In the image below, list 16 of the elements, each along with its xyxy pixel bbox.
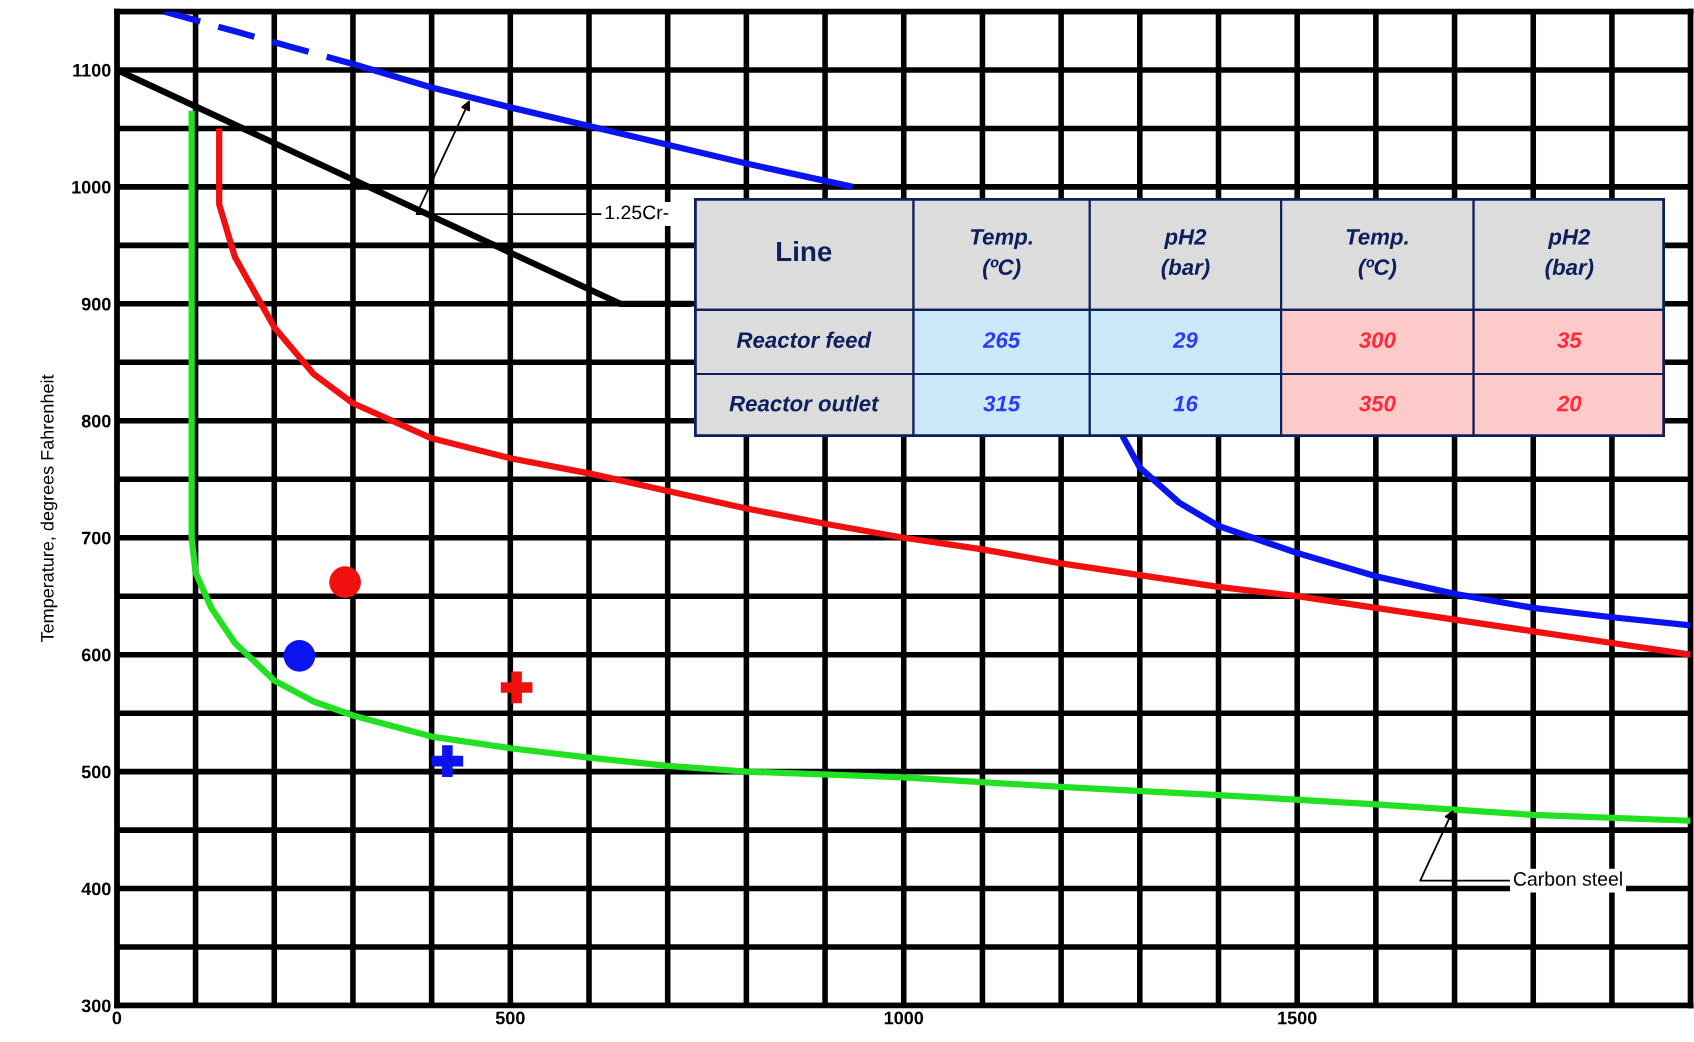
x-tick-label: 1500 bbox=[1278, 1011, 1317, 1025]
y-axis-title: Temperature, degrees Fahrenheit bbox=[40, 374, 58, 643]
x-tick-label: 1000 bbox=[884, 1011, 924, 1025]
y-tick-label: 700 bbox=[81, 531, 111, 545]
y-tick-label: 600 bbox=[81, 648, 111, 662]
y-tick-label: 1100 bbox=[73, 63, 111, 77]
y-tick-label: 400 bbox=[81, 882, 111, 896]
y-tick-label: 500 bbox=[81, 765, 111, 779]
annotation: Carbon steel bbox=[1513, 871, 1622, 886]
y-tick-label: 900 bbox=[81, 297, 111, 311]
x-tick-label: 500 bbox=[495, 1011, 525, 1025]
y-tick-label: 1000 bbox=[72, 180, 111, 194]
x-tick-label: 0 bbox=[112, 1011, 122, 1025]
y-tick-label: 800 bbox=[81, 414, 111, 428]
annotation: 1.25Cr- bbox=[605, 205, 669, 220]
y-tick-label: 300 bbox=[81, 999, 111, 1013]
